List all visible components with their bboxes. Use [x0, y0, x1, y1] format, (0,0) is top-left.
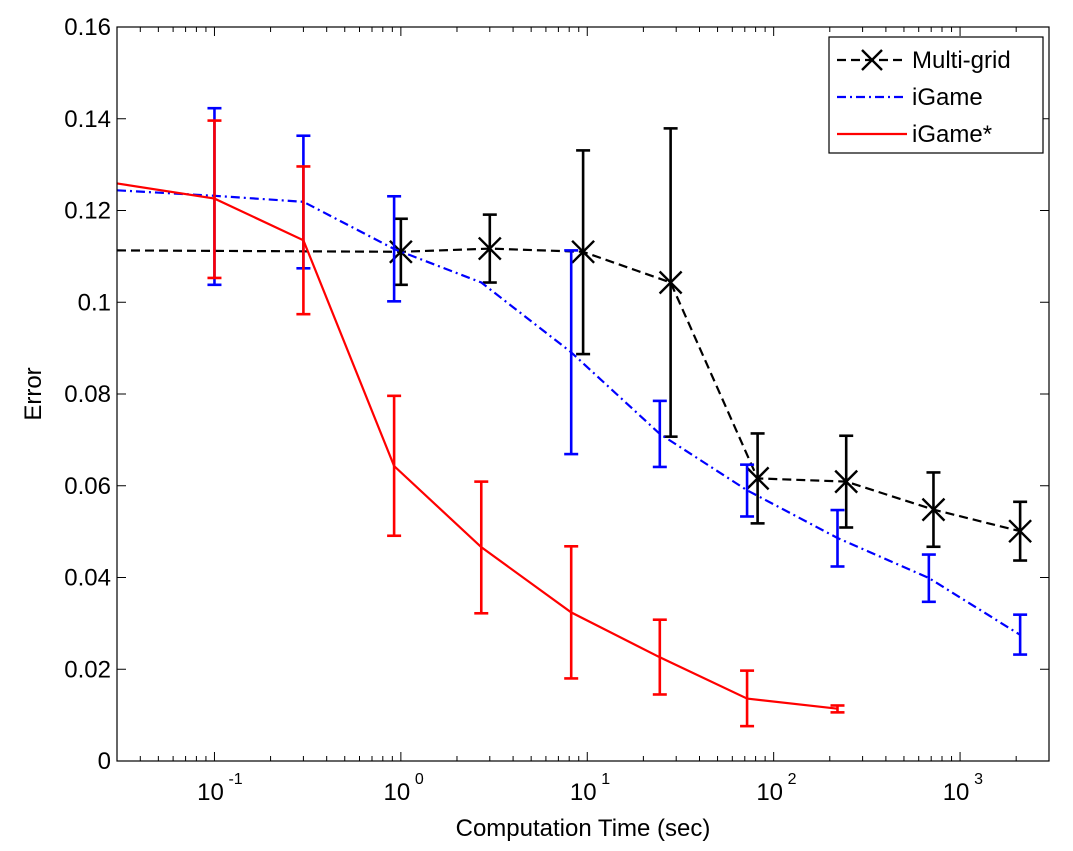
x-axis-title: Computation Time (sec) [456, 815, 711, 842]
marker-stroke [477, 236, 502, 261]
x-tick-exponent: 3 [974, 771, 983, 788]
data-point-marker [921, 497, 946, 522]
y-tick-label: 0.12 [64, 198, 111, 225]
x-tick-label: 10 [570, 779, 597, 806]
y-tick-label: 0.04 [64, 565, 111, 592]
marker-stroke [571, 239, 595, 264]
data-point-marker [834, 469, 859, 494]
y-tick-label: 0.02 [64, 656, 111, 683]
y-axis-title: Error [20, 367, 47, 420]
series-layer [116, 106, 1032, 728]
legend-label: iGame [912, 84, 983, 111]
y-tick-labels: 0 0.02 0.04 0.06 0.08 0.1 0.12 0.14 0.16 [64, 14, 111, 775]
x-tick-exponent: 2 [788, 771, 797, 788]
series-igame- [116, 119, 845, 728]
legend-label: Multi-grid [912, 47, 1011, 74]
legend: Multi-grid iGame iGame* [828, 36, 1044, 154]
data-point-marker [571, 239, 595, 264]
y-tick-label: 0 [98, 748, 111, 775]
marker-stroke [834, 469, 859, 494]
legend-entry: iGame [837, 84, 983, 111]
marker-stroke [658, 270, 683, 295]
x-tick-label: 10 [756, 779, 783, 806]
marker-stroke [921, 497, 946, 522]
y-tick-label: 0.06 [64, 473, 111, 500]
series-line [116, 189, 1021, 636]
series-line [116, 182, 838, 710]
data-point-marker [477, 236, 502, 261]
x-tick-label: 10 [384, 779, 411, 806]
x-tick-labels: 10 -1 10 0 10 1 10 2 10 3 [197, 771, 983, 806]
data-point-marker [658, 270, 683, 295]
legend-entry: iGame* [837, 121, 992, 148]
legend-label: iGame* [912, 121, 992, 148]
x-tick-exponent: 1 [601, 771, 610, 788]
legend-entry: Multi-grid [837, 47, 1011, 74]
series-line [116, 247, 1021, 533]
data-point-marker [745, 466, 770, 491]
legend-marker [861, 49, 883, 71]
x-tick-exponent: 0 [415, 771, 424, 788]
y-tick-label: 0.08 [64, 381, 111, 408]
marker-stroke [745, 466, 770, 491]
x-tick-label: 10 [943, 779, 970, 806]
y-tick-label: 0.16 [64, 14, 111, 41]
data-point-marker [1008, 519, 1032, 544]
y-tick-label: 0.1 [78, 289, 111, 316]
x-tick-label: 10 [197, 779, 224, 806]
y-tick-label: 0.14 [64, 106, 111, 133]
x-tick-exponent: -1 [228, 771, 242, 788]
series-multi-grid [116, 127, 1032, 562]
plot-frame [116, 26, 1050, 762]
marker-stroke [1008, 519, 1032, 544]
